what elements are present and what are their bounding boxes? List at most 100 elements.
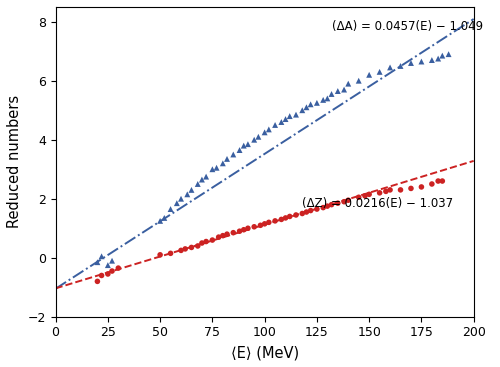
Point [104, 262, 112, 268]
Point [230, 230, 237, 236]
Point [219, 160, 227, 166]
Point [361, 193, 369, 199]
Point [313, 206, 321, 212]
Point [198, 240, 206, 246]
Point [173, 200, 181, 206]
X-axis label: ⟨E⟩ (MeV): ⟨E⟩ (MeV) [230, 345, 298, 360]
Point [260, 221, 268, 227]
Point [344, 197, 352, 203]
Point [292, 112, 300, 117]
Point [160, 215, 168, 221]
Point [306, 208, 314, 214]
Point [214, 234, 222, 240]
Point [230, 152, 237, 157]
Point [188, 244, 196, 250]
Point [292, 212, 300, 218]
Point [286, 113, 294, 119]
Point [188, 187, 196, 193]
Point [306, 101, 314, 107]
Point [166, 250, 174, 256]
Point [98, 273, 106, 279]
Point [223, 231, 231, 237]
Point [428, 57, 436, 63]
Point [407, 60, 415, 66]
Text: (ΔZ) = 0.0216(E) − 1.037: (ΔZ) = 0.0216(E) − 1.037 [302, 197, 454, 210]
Point [365, 191, 373, 197]
Point [94, 259, 102, 265]
Point [236, 228, 244, 234]
Point [434, 178, 442, 184]
Point [244, 225, 252, 231]
Point [265, 219, 273, 225]
Point [108, 268, 116, 274]
Point [334, 200, 342, 206]
Point [271, 218, 279, 224]
Point [334, 88, 342, 94]
Point [98, 253, 106, 259]
Point [244, 141, 252, 147]
Point [278, 119, 285, 125]
Point [181, 246, 189, 252]
Point [223, 156, 231, 162]
Point [208, 166, 216, 172]
Point [418, 59, 426, 65]
Y-axis label: Reduced numbers: Reduced numbers [7, 95, 22, 228]
Point [324, 95, 332, 101]
Point [236, 147, 244, 153]
Point [265, 127, 273, 132]
Point [396, 187, 404, 193]
Point [444, 51, 452, 57]
Point [254, 134, 262, 140]
Point [382, 188, 390, 194]
Point [302, 104, 310, 110]
Point [386, 65, 394, 70]
Point [94, 279, 102, 284]
Point [198, 177, 206, 182]
Point [219, 233, 227, 239]
Point [340, 87, 348, 92]
Point [286, 214, 294, 219]
Point [319, 97, 327, 103]
Point [328, 202, 336, 208]
Point [156, 252, 164, 258]
Point [240, 227, 248, 233]
Point [177, 196, 185, 202]
Point [376, 190, 384, 196]
Point [194, 243, 202, 249]
Point [328, 91, 336, 97]
Point [166, 206, 174, 212]
Point [282, 116, 290, 122]
Point [324, 203, 332, 209]
Point [260, 130, 268, 135]
Point [240, 143, 248, 149]
Point [298, 211, 306, 217]
Point [428, 181, 436, 187]
Point [298, 107, 306, 113]
Point [319, 205, 327, 211]
Point [386, 187, 394, 193]
Point [313, 100, 321, 106]
Point [354, 195, 362, 200]
Point [108, 258, 116, 264]
Point [156, 218, 164, 224]
Point [278, 217, 285, 222]
Point [354, 78, 362, 84]
Point [271, 122, 279, 128]
Point [256, 222, 264, 228]
Point [194, 181, 202, 187]
Point [418, 184, 426, 190]
Point [250, 137, 258, 143]
Point [438, 178, 446, 184]
Point [365, 72, 373, 78]
Point [114, 265, 122, 271]
Point [202, 174, 210, 179]
Point [250, 224, 258, 230]
Point [376, 69, 384, 75]
Point [212, 165, 220, 171]
Point [302, 209, 310, 215]
Point [340, 199, 348, 205]
Point [434, 56, 442, 62]
Point [344, 81, 352, 87]
Point [104, 271, 112, 277]
Point [177, 247, 185, 253]
